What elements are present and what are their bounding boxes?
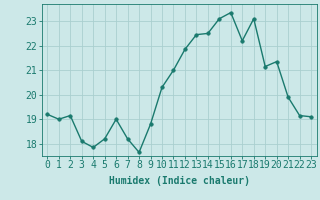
X-axis label: Humidex (Indice chaleur): Humidex (Indice chaleur) xyxy=(109,176,250,186)
